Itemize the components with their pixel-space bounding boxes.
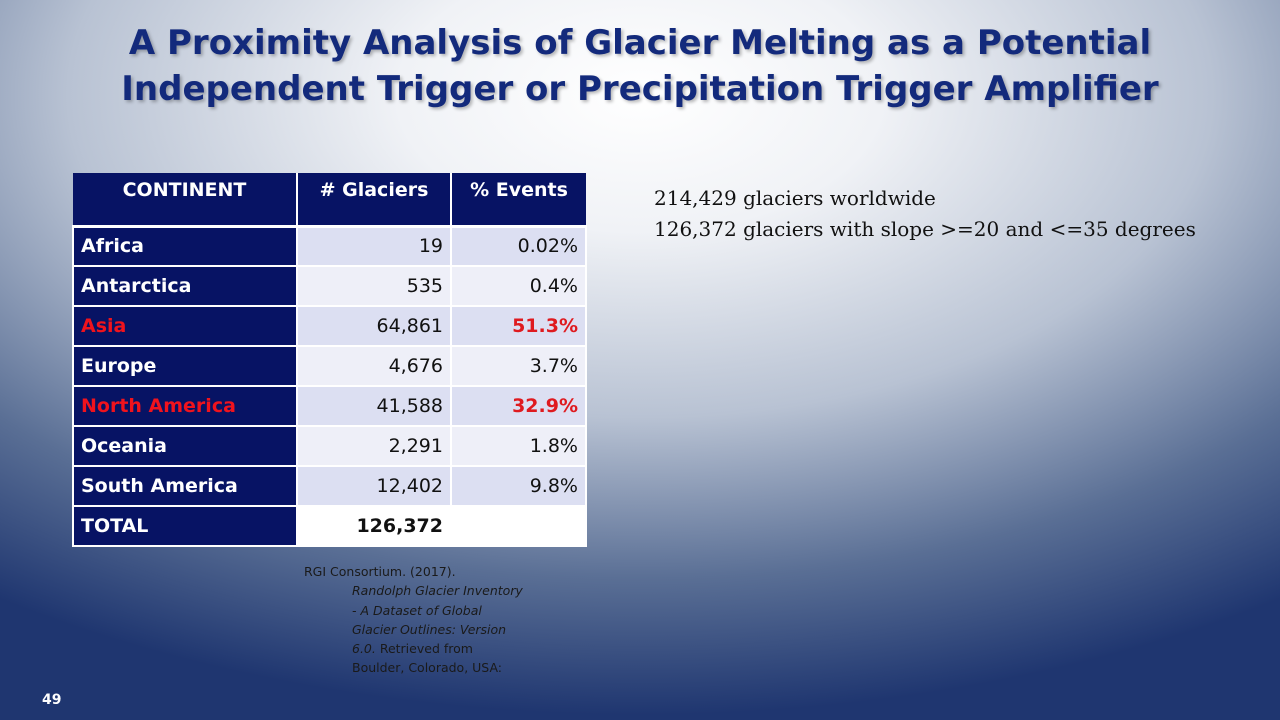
event-percent-cell: 32.9% xyxy=(450,385,587,427)
column-header-events: % Events xyxy=(451,173,586,228)
event-percent-cell: 0.4% xyxy=(450,265,587,307)
continent-cell: Africa xyxy=(72,225,298,267)
glacier-count-cell: 4,676 xyxy=(296,345,452,387)
continent-cell: Antarctica xyxy=(72,265,298,307)
table-row: North America 41,588 32.9% xyxy=(72,385,587,427)
total-row: TOTAL 126,372 xyxy=(72,505,587,547)
continent-cell: Oceania xyxy=(72,425,298,467)
event-percent-cell: 1.8% xyxy=(450,425,587,467)
table-row: Antarctica 535 0.4% xyxy=(72,265,587,307)
table-row: Asia 64,861 51.3% xyxy=(72,305,587,347)
column-header-continent: CONTINENT xyxy=(73,173,298,228)
slide-title: A Proximity Analysis of Glacier Melting … xyxy=(60,20,1220,112)
citation-source: Retrieved from Boulder, Colorado, USA: xyxy=(352,641,503,676)
stats-line-slope: 126,372 glaciers with slope >=20 and <=3… xyxy=(654,217,1196,241)
glacier-count-cell: 64,861 xyxy=(296,305,452,347)
total-glaciers-cell: 126,372 xyxy=(296,505,452,547)
slide-title-line-2: Independent Trigger or Precipitation Tri… xyxy=(121,69,1159,109)
total-events-cell xyxy=(450,505,587,547)
slide-title-line-1: A Proximity Analysis of Glacier Melting … xyxy=(128,23,1152,63)
glacier-count-cell: 12,402 xyxy=(296,465,452,507)
citation-body: Randolph Glacier Inventory - A Dataset o… xyxy=(304,581,524,677)
glacier-table: CONTINENT # Glaciers % Events Africa 19 … xyxy=(72,173,587,547)
citation-title: Randolph Glacier Inventory - A Dataset o… xyxy=(352,583,523,657)
glacier-stats: 214,429 glaciers worldwide 126,372 glaci… xyxy=(654,183,1196,245)
event-percent-cell: 0.02% xyxy=(450,225,587,267)
continent-cell: Europe xyxy=(72,345,298,387)
column-header-glaciers: # Glaciers xyxy=(297,173,452,228)
glacier-count-cell: 535 xyxy=(296,265,452,307)
glacier-count-cell: 19 xyxy=(296,225,452,267)
citation-author: RGI Consortium. (2017). xyxy=(304,564,456,579)
table-header-row: CONTINENT # Glaciers % Events xyxy=(73,173,586,228)
slide-number: 49 xyxy=(42,692,62,708)
table-row: Africa 19 0.02% xyxy=(72,225,587,267)
stats-line-worldwide: 214,429 glaciers worldwide xyxy=(654,186,936,210)
event-percent-cell: 51.3% xyxy=(450,305,587,347)
event-percent-cell: 3.7% xyxy=(450,345,587,387)
continent-cell: South America xyxy=(72,465,298,507)
event-percent-cell: 9.8% xyxy=(450,465,587,507)
glacier-count-cell: 41,588 xyxy=(296,385,452,427)
continent-cell: Asia xyxy=(72,305,298,347)
citation: RGI Consortium. (2017). Randolph Glacier… xyxy=(304,562,524,678)
table-row: South America 12,402 9.8% xyxy=(72,465,587,507)
total-label-cell: TOTAL xyxy=(72,505,298,547)
table-row: Oceania 2,291 1.8% xyxy=(72,425,587,467)
table-row: Europe 4,676 3.7% xyxy=(72,345,587,387)
glacier-count-cell: 2,291 xyxy=(296,425,452,467)
continent-cell: North America xyxy=(72,385,298,427)
